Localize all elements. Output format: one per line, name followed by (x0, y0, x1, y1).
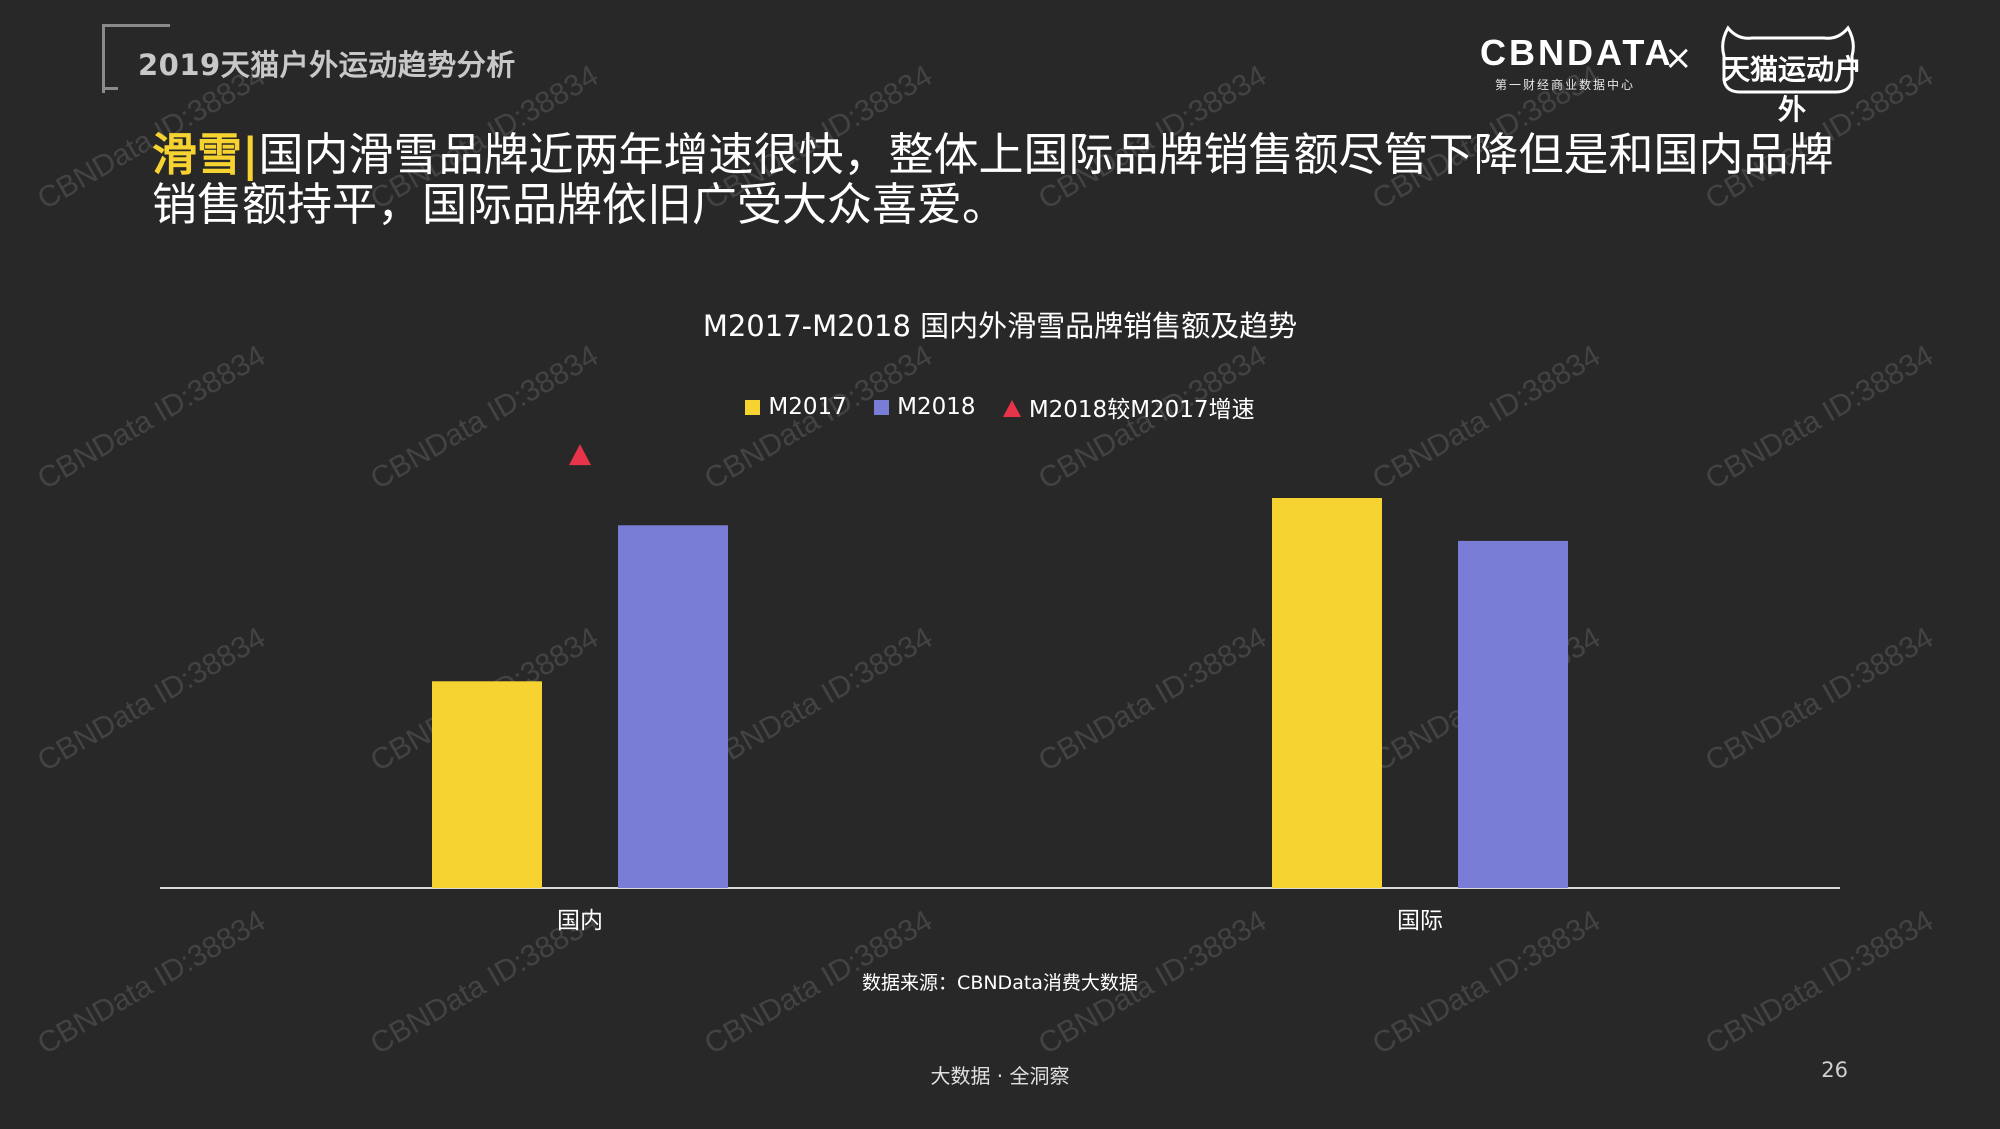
bar-M2018-国际 (1458, 540, 1568, 888)
tmall-cat-outline-icon (1721, 25, 1855, 94)
legend-triangle-growth-icon (1002, 400, 1021, 417)
legend-swatch-m2017 (745, 400, 761, 415)
legend-item-growth: M2018较M2017增速 (1002, 390, 1255, 424)
x-tick-label: 国际 (1397, 908, 1443, 934)
cbndata-logo-subtitle: 第一财经商业数据中心 (1494, 78, 1635, 92)
legend-item-m2017: M2017 (745, 394, 847, 420)
tmall-logo-text: 天猫运动户外 (1721, 53, 1862, 126)
legend-swatch-m2018 (874, 400, 890, 415)
cbndata-logo: CBNDATA 第一财经商业数据中心 (1480, 32, 1674, 93)
tmall-sports-logo: 天猫运动户外 (1710, 22, 1870, 126)
legend-label-m2018: M2018 (897, 394, 976, 420)
page-number: 26 (1821, 1058, 1848, 1082)
legend-label-m2017: M2017 (768, 394, 847, 420)
title-bracket-foot (102, 87, 118, 90)
growth-marker-国内 (569, 444, 591, 466)
bar-M2017-国际 (1272, 498, 1382, 888)
headline-tag: 滑雪 (152, 128, 243, 181)
headline-divider: | (242, 128, 259, 181)
footer-slogan: 大数据 · 全洞察 (930, 1064, 1070, 1088)
chart-title: M2017-M2018 国内外滑雪品牌销售额及趋势 (702, 309, 1298, 343)
legend-label-growth: M2018较M2017增速 (1028, 397, 1255, 423)
logo-separator: × (1664, 38, 1693, 78)
bar-M2018-国内 (618, 525, 728, 888)
bar-M2017-国内 (432, 681, 542, 888)
chart-legend: M2017 M2018 M2018较M2017增速 (0, 390, 2000, 424)
cbndata-logo-text: CBNDATA (1480, 32, 1674, 73)
x-tick-label: 国内 (557, 908, 603, 934)
data-source: 数据来源：CBNData消费大数据 (862, 972, 1138, 994)
title-bracket-decoration (102, 24, 170, 93)
legend-item-m2018: M2018 (874, 394, 976, 420)
headline: 滑雪|国内滑雪品牌近两年增速很快，整体上国际品牌销售额尽管下降但是和国内品牌销售… (152, 130, 1862, 230)
headline-text: 国内滑雪品牌近两年增速很快，整体上国际品牌销售额尽管下降但是和国内品牌销售额持平… (152, 128, 1834, 231)
report-title: 2019天猫户外运动趋势分析 (138, 48, 516, 82)
